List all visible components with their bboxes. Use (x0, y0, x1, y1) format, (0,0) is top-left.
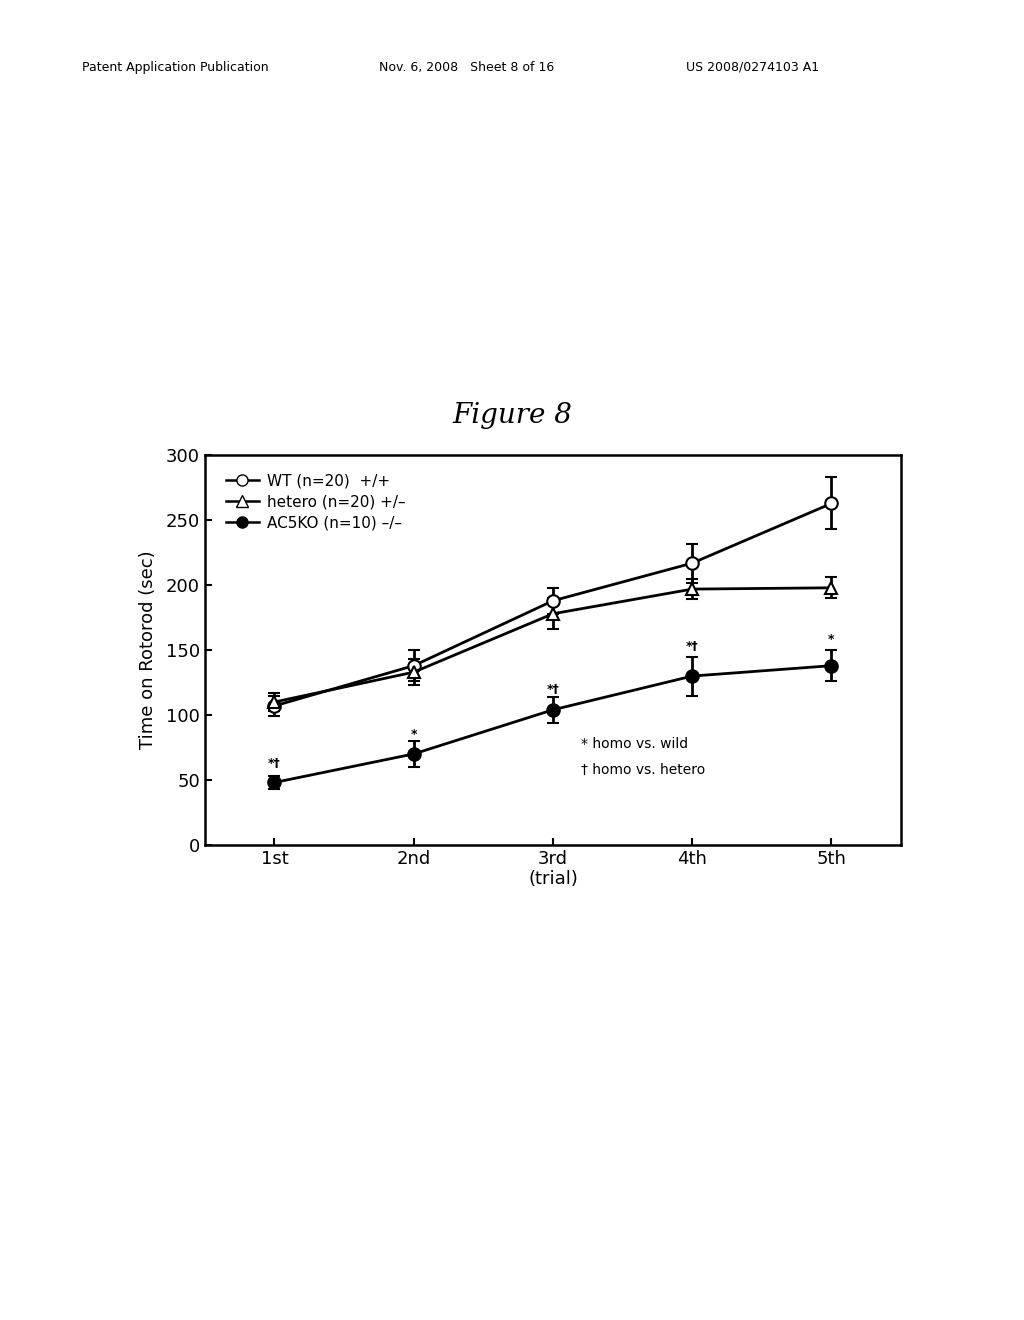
X-axis label: (trial): (trial) (528, 870, 578, 888)
Text: Figure 8: Figure 8 (452, 403, 572, 429)
Text: *†: *† (268, 756, 281, 770)
Y-axis label: Time on Rotorod (sec): Time on Rotorod (sec) (139, 550, 158, 750)
Text: US 2008/0274103 A1: US 2008/0274103 A1 (686, 61, 819, 74)
Text: † homo vs. hetero: † homo vs. hetero (581, 763, 706, 776)
Text: *: * (828, 634, 835, 647)
Text: Nov. 6, 2008   Sheet 8 of 16: Nov. 6, 2008 Sheet 8 of 16 (379, 61, 554, 74)
Text: *†: *† (686, 640, 698, 652)
Text: * homo vs. wild: * homo vs. wild (581, 737, 688, 751)
Text: *: * (411, 727, 417, 741)
Text: *†: *† (547, 682, 559, 696)
Legend: WT (n=20)  +/+, hetero (n=20) +/–, AC5KO (n=10) –/–: WT (n=20) +/+, hetero (n=20) +/–, AC5KO … (219, 467, 412, 536)
Text: Patent Application Publication: Patent Application Publication (82, 61, 268, 74)
